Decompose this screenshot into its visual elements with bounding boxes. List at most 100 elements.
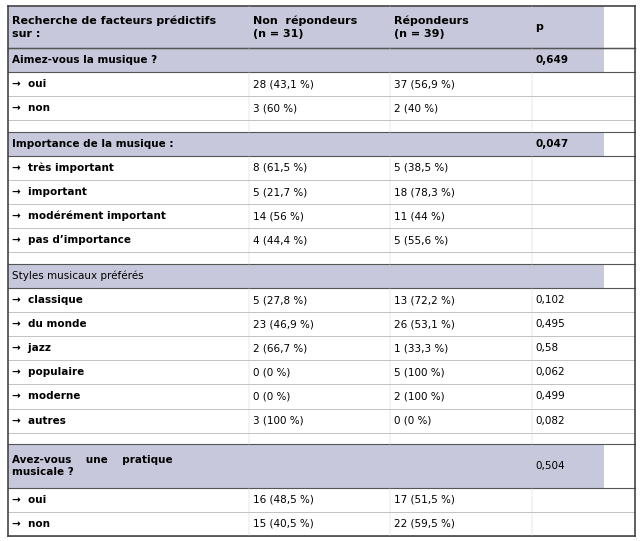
Bar xyxy=(390,96,532,120)
Bar xyxy=(390,288,532,312)
Text: →  modérément important: → modérément important xyxy=(12,211,166,221)
Bar xyxy=(249,48,390,72)
Bar xyxy=(8,204,249,228)
Text: 5 (27,8 %): 5 (27,8 %) xyxy=(253,295,307,305)
Bar xyxy=(390,512,532,536)
Text: Répondeurs
(n = 39): Répondeurs (n = 39) xyxy=(394,15,469,39)
Text: →  autres: → autres xyxy=(12,415,66,426)
Text: Styles musicaux préférés: Styles musicaux préférés xyxy=(12,270,143,281)
Bar xyxy=(532,6,604,48)
Text: 17 (51,5 %): 17 (51,5 %) xyxy=(394,495,455,505)
Bar xyxy=(8,312,249,336)
Text: →  populaire: → populaire xyxy=(12,367,84,378)
Bar xyxy=(390,408,532,433)
Bar xyxy=(532,336,604,360)
Text: 8 (61,5 %): 8 (61,5 %) xyxy=(253,163,307,173)
Bar xyxy=(8,408,249,433)
Bar xyxy=(8,132,249,156)
Bar xyxy=(249,6,390,48)
Bar xyxy=(390,433,532,444)
Bar xyxy=(8,512,249,536)
Text: 0,062: 0,062 xyxy=(536,367,565,378)
Bar xyxy=(8,336,249,360)
Text: 14 (56 %): 14 (56 %) xyxy=(253,211,304,221)
Bar xyxy=(390,120,532,132)
Bar xyxy=(532,408,604,433)
Text: 0,495: 0,495 xyxy=(536,319,565,329)
Text: 16 (48,5 %): 16 (48,5 %) xyxy=(253,495,314,505)
Bar xyxy=(390,312,532,336)
Bar xyxy=(532,48,604,72)
Bar xyxy=(532,96,604,120)
Text: →  oui: → oui xyxy=(12,79,46,89)
Bar xyxy=(8,433,249,444)
Text: 23 (46,9 %): 23 (46,9 %) xyxy=(253,319,314,329)
Text: 37 (56,9 %): 37 (56,9 %) xyxy=(394,79,455,89)
Bar xyxy=(249,360,390,385)
Text: 18 (78,3 %): 18 (78,3 %) xyxy=(394,187,455,197)
Text: 0,649: 0,649 xyxy=(536,55,568,65)
Bar xyxy=(390,444,532,488)
Text: →  important: → important xyxy=(12,187,87,197)
Text: 5 (38,5 %): 5 (38,5 %) xyxy=(394,163,449,173)
Text: 0,58: 0,58 xyxy=(536,343,559,353)
Bar xyxy=(249,120,390,132)
Text: 0 (0 %): 0 (0 %) xyxy=(253,392,291,401)
Text: 3 (100 %): 3 (100 %) xyxy=(253,415,304,426)
Text: 2 (40 %): 2 (40 %) xyxy=(394,103,439,113)
Bar xyxy=(8,120,249,132)
Text: Non  répondeurs
(n = 31): Non répondeurs (n = 31) xyxy=(253,15,358,39)
Bar xyxy=(249,264,390,288)
Bar xyxy=(532,360,604,385)
Bar xyxy=(532,288,604,312)
Bar xyxy=(8,96,249,120)
Bar xyxy=(390,6,532,48)
Bar xyxy=(532,72,604,96)
Bar xyxy=(8,253,249,264)
Bar xyxy=(249,433,390,444)
Text: 5 (21,7 %): 5 (21,7 %) xyxy=(253,187,307,197)
Text: 0 (0 %): 0 (0 %) xyxy=(253,367,291,378)
Bar xyxy=(249,408,390,433)
Bar xyxy=(390,264,532,288)
Text: Aimez-vous la musique ?: Aimez-vous la musique ? xyxy=(12,55,157,65)
Bar xyxy=(532,228,604,253)
Bar xyxy=(390,180,532,204)
Bar xyxy=(8,156,249,180)
Text: 22 (59,5 %): 22 (59,5 %) xyxy=(394,519,455,529)
Text: →  oui: → oui xyxy=(12,495,46,505)
Text: 26 (53,1 %): 26 (53,1 %) xyxy=(394,319,455,329)
Text: 0,047: 0,047 xyxy=(536,139,569,149)
Bar xyxy=(390,385,532,408)
Bar xyxy=(532,512,604,536)
Bar xyxy=(8,48,249,72)
Bar xyxy=(390,253,532,264)
Text: Avez-vous    une    pratique
musicale ?: Avez-vous une pratique musicale ? xyxy=(12,454,172,477)
Bar xyxy=(249,132,390,156)
Bar xyxy=(249,96,390,120)
Text: →  non: → non xyxy=(12,519,50,529)
Text: 0 (0 %): 0 (0 %) xyxy=(394,415,432,426)
Text: 15 (40,5 %): 15 (40,5 %) xyxy=(253,519,314,529)
Text: →  moderne: → moderne xyxy=(12,392,80,401)
Bar xyxy=(390,156,532,180)
Text: Recherche de facteurs prédictifs
sur :: Recherche de facteurs prédictifs sur : xyxy=(12,15,216,39)
Text: Importance de la musique :: Importance de la musique : xyxy=(12,139,174,149)
Text: 4 (44,4 %): 4 (44,4 %) xyxy=(253,235,307,245)
Bar xyxy=(249,228,390,253)
Bar xyxy=(249,204,390,228)
Bar xyxy=(532,433,604,444)
Bar xyxy=(249,288,390,312)
Bar xyxy=(532,488,604,512)
Bar xyxy=(532,253,604,264)
Text: 0,499: 0,499 xyxy=(536,392,565,401)
Bar xyxy=(249,156,390,180)
Bar xyxy=(249,312,390,336)
Bar xyxy=(390,132,532,156)
Text: p: p xyxy=(536,22,543,32)
Bar xyxy=(532,120,604,132)
Bar xyxy=(390,336,532,360)
Text: →  du monde: → du monde xyxy=(12,319,87,329)
Bar xyxy=(390,204,532,228)
Bar xyxy=(532,132,604,156)
